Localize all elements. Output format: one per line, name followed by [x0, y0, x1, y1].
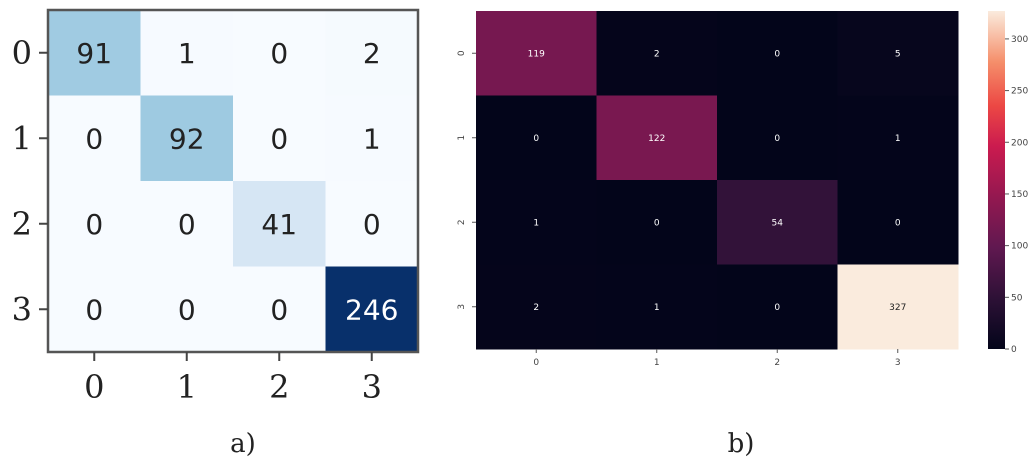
cell-value: 0 [85, 208, 103, 241]
colorbar-tick-label: 100 [1011, 242, 1028, 252]
cell-value: 0 [533, 134, 539, 144]
heatmap-cell [596, 95, 718, 181]
y-tick-label: 2 [457, 219, 467, 225]
heatmap-cell [837, 11, 959, 96]
x-tick-label: 3 [362, 368, 382, 406]
panel-label-b: b) [728, 429, 755, 459]
cell-value: 1 [895, 134, 901, 144]
cell-value: 0 [774, 303, 780, 313]
heatmap-cell [140, 10, 234, 96]
y-tick-label: 2 [12, 205, 32, 243]
x-tick-label: 2 [774, 358, 780, 368]
heatmap-cell [48, 181, 141, 267]
cell-value: 0 [270, 122, 288, 155]
heatmap-cell [233, 181, 326, 267]
x-tick-label: 1 [177, 368, 197, 406]
heatmap-cell [325, 95, 419, 182]
cell-value: 0 [85, 122, 103, 155]
y-tick-label: 0 [457, 50, 467, 56]
y-tick-label: 3 [12, 290, 32, 328]
confusion-matrix-a: 91 1 0 2 0 92 0 1 0 0 41 0 0 0 0 246 0 1 2 3 0 1 2 3 [12, 8, 420, 406]
cell-value: 2 [363, 37, 381, 70]
cell-value: 0 [654, 218, 660, 228]
colorbar-tick-label: 300 [1011, 35, 1028, 45]
heatmap-cell [596, 11, 718, 96]
heatmap-cell [325, 266, 419, 353]
cell-value: 122 [648, 134, 665, 144]
cell-value: 0 [774, 134, 780, 144]
cell-value: 0 [178, 208, 196, 241]
x-tick-label: 2 [269, 368, 289, 406]
y-tick-label: 3 [457, 304, 467, 310]
heatmap-cell [837, 264, 959, 350]
heatmap-cell [325, 181, 419, 267]
cell-value: 91 [76, 37, 112, 70]
cell-value: 0 [774, 49, 780, 59]
x-tick-label: 0 [533, 358, 539, 368]
colorbar-tick-label: 0 [1011, 345, 1017, 355]
colorbar-tick-label: 150 [1011, 190, 1028, 200]
cell-value: 1 [363, 122, 381, 155]
heatmap-cell [717, 95, 838, 181]
colorbar-tick-label: 250 [1011, 87, 1028, 97]
cell-value: 5 [895, 49, 901, 59]
cell-value: 0 [895, 218, 901, 228]
heatmap-cell [476, 264, 597, 350]
cell-value: 0 [85, 293, 103, 326]
x-tick-label: 1 [654, 358, 660, 368]
cell-value: 54 [772, 218, 784, 228]
heatmap-cell [717, 11, 838, 96]
x-tick-label: 0 [84, 368, 104, 406]
y-tick-label: 0 [12, 34, 32, 72]
cell-value: 41 [261, 208, 297, 241]
colorbar-tick-label: 200 [1011, 138, 1028, 148]
heatmap-cell [717, 180, 838, 265]
heatmap-cell [325, 10, 419, 96]
cell-value: 0 [270, 37, 288, 70]
plot-frame [46, 8, 420, 354]
heatmap-cell [48, 266, 141, 353]
heatmap-cell [140, 95, 234, 182]
cell-value: 2 [654, 49, 660, 59]
cell-value: 92 [169, 122, 205, 155]
colorbar [988, 11, 1005, 349]
heatmap-cell [596, 264, 718, 350]
heatmap-cell [717, 264, 838, 350]
heatmap-cell [233, 10, 326, 96]
heatmap-cell [596, 180, 718, 265]
x-tick-label: 3 [895, 358, 901, 368]
cell-value: 327 [889, 303, 906, 313]
heatmap-cell [476, 11, 597, 96]
cell-value: 1 [654, 303, 660, 313]
cell-value: 0 [270, 293, 288, 326]
heatmap-cell [233, 266, 326, 353]
heatmap-cell [476, 95, 597, 181]
panel-label-a: a) [230, 429, 256, 459]
heatmap-cell [48, 10, 141, 96]
y-tick-label: 1 [457, 135, 467, 141]
heatmap-cell [140, 181, 234, 267]
heatmap-cell [476, 180, 597, 265]
cell-value: 0 [178, 293, 196, 326]
cell-value: 246 [345, 293, 398, 326]
cell-value: 1 [533, 218, 539, 228]
colorbar-tick-label: 50 [1011, 293, 1023, 303]
cell-value: 0 [363, 208, 381, 241]
cell-value: 2 [533, 303, 539, 313]
cell-value: 1 [178, 37, 196, 70]
heatmap-cell [140, 266, 234, 353]
heatmap-cell [233, 95, 326, 182]
heatmap-cell [837, 95, 959, 181]
y-tick-label: 1 [12, 119, 32, 157]
heatmap-cell [48, 95, 141, 182]
heatmap-cell [837, 180, 959, 265]
cell-value: 119 [528, 49, 545, 59]
